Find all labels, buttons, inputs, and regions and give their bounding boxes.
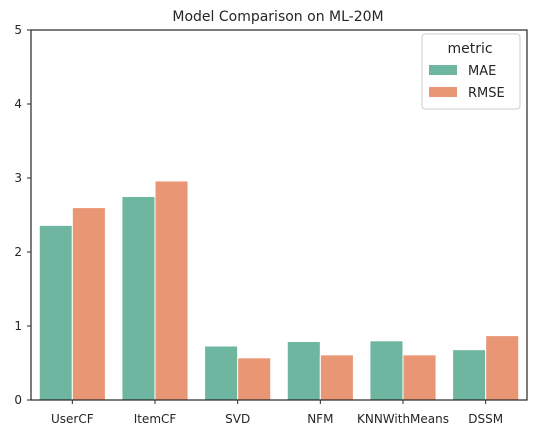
- legend: metric MAE RMSE: [421, 33, 521, 110]
- y-tick-label: 3: [14, 171, 22, 185]
- bar-mae-dssm: [452, 349, 487, 401]
- y-tick-label: 4: [14, 97, 22, 111]
- x-tick-label: NFM: [307, 412, 333, 426]
- bar-mae-knnwithmeans: [369, 340, 404, 401]
- legend-title: metric: [447, 41, 492, 57]
- x-tick-label: UserCF: [51, 412, 94, 426]
- x-axis: UserCF ItemCF SVD NFM KNNWithMeans DSSM: [51, 400, 503, 426]
- y-tick-label: 5: [14, 23, 22, 37]
- y-tick-label: 2: [14, 245, 22, 259]
- bar-rmse-itemcf: [154, 180, 189, 401]
- y-tick-label: 0: [14, 393, 22, 407]
- bar-mae-usercf: [38, 224, 73, 401]
- y-tick-label: 1: [14, 319, 22, 333]
- bar-rmse-knnwithmeans: [402, 354, 437, 401]
- x-tick-label: KNNWithMeans: [357, 412, 449, 426]
- x-tick-label: DSSM: [468, 412, 503, 426]
- legend-swatch-mae: [429, 65, 457, 75]
- bar-mae-svd: [204, 345, 239, 401]
- y-axis: 0 1 2 3 4 5: [14, 23, 31, 407]
- legend-swatch-rmse: [429, 87, 457, 97]
- legend-label-mae: MAE: [468, 64, 496, 79]
- bar-rmse-nfm: [319, 354, 354, 401]
- bar-mae-itemcf: [121, 196, 156, 401]
- x-tick-label: SVD: [225, 412, 250, 426]
- bar-rmse-dssm: [485, 335, 520, 401]
- bar-mae-nfm: [286, 341, 321, 401]
- bar-rmse-svd: [237, 357, 272, 401]
- chart-title: Model Comparison on ML-20M: [172, 9, 383, 25]
- legend-label-rmse: RMSE: [468, 86, 505, 101]
- bar-rmse-usercf: [71, 207, 106, 401]
- plot-frame: [30, 29, 528, 401]
- x-tick-label: ItemCF: [134, 412, 177, 426]
- bars: [38, 180, 520, 401]
